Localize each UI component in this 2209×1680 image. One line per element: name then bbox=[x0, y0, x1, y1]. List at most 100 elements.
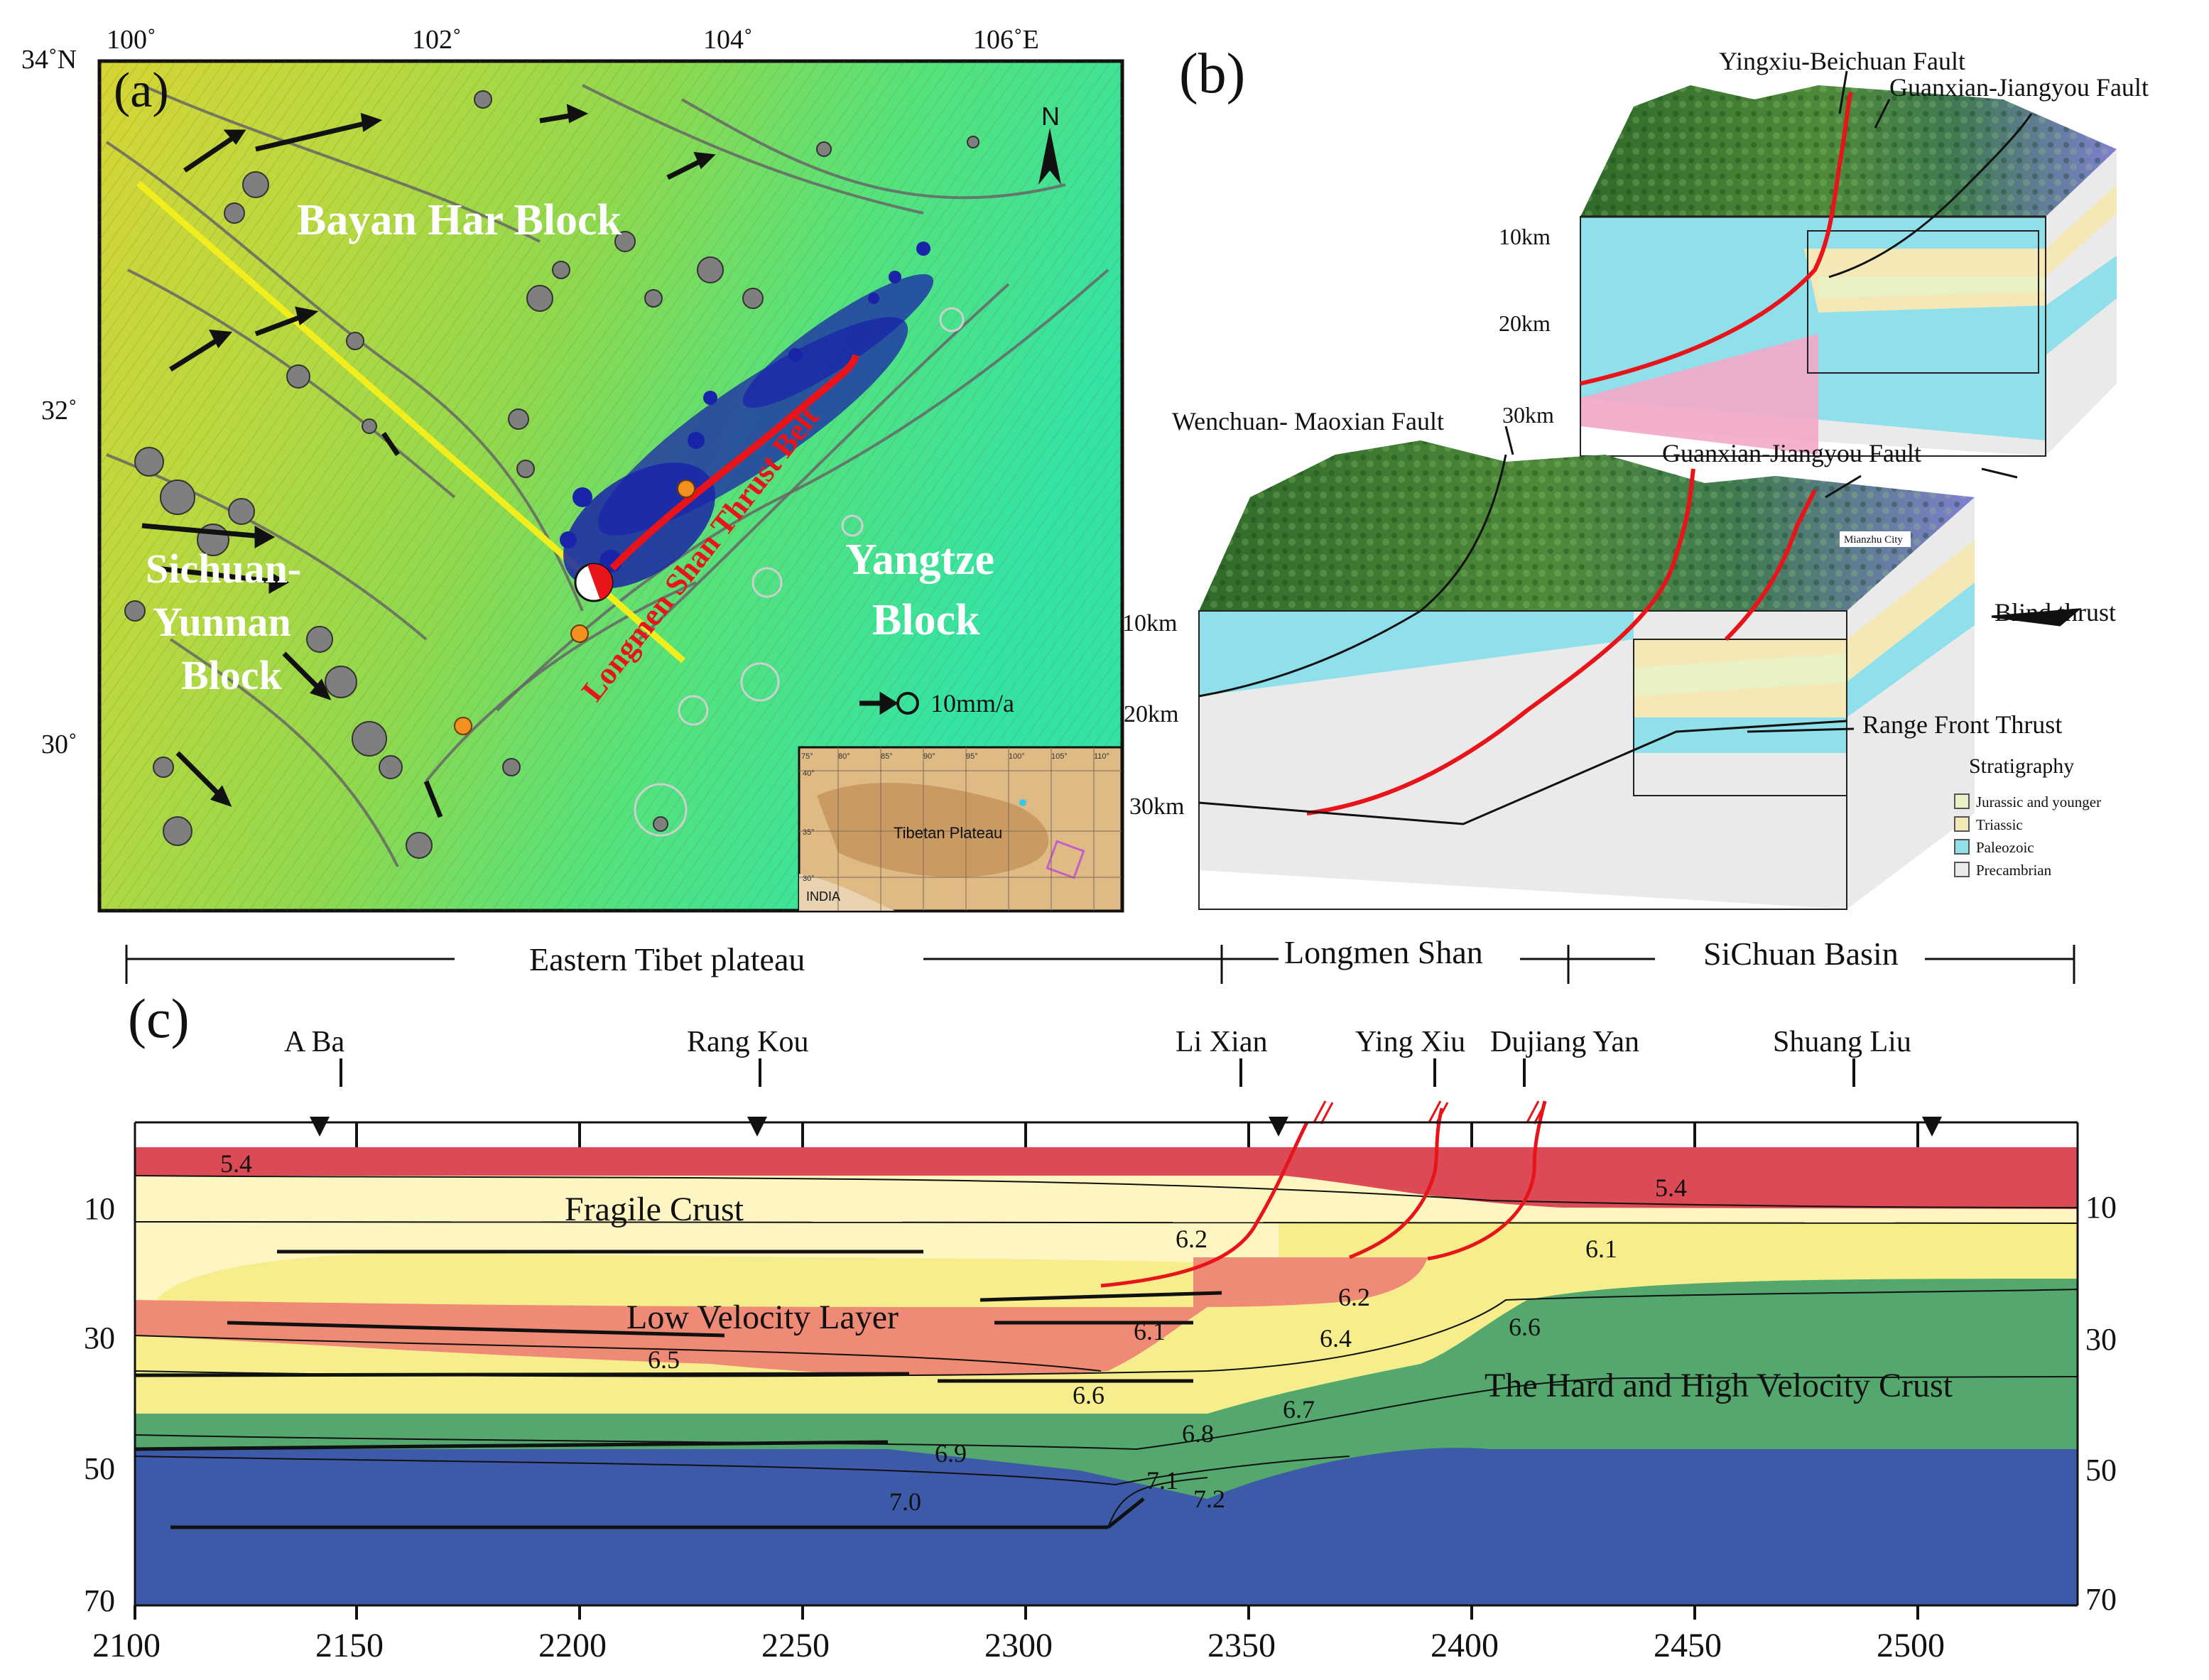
inset-lon-tick: 80° bbox=[838, 752, 850, 761]
block-label-block-sy: Block bbox=[181, 652, 283, 698]
depth-tick-right: 50 bbox=[2085, 1453, 2117, 1487]
legend-precambrian: Precambrian bbox=[1976, 862, 2052, 879]
panel-b bbox=[1198, 70, 2117, 910]
fault-guanxian-jiangyou-upper: Guanxian-Jiangyou Fault bbox=[1889, 73, 2149, 102]
station-ying-xiu: Ying Xiu bbox=[1355, 1026, 1465, 1058]
velocity-label: 6.5 bbox=[648, 1345, 680, 1374]
depth-upper-30: 30km bbox=[1502, 402, 1554, 428]
inset-lat-tick: 30° bbox=[803, 874, 815, 883]
scale-label: 10mm/a bbox=[930, 689, 1014, 717]
fault-yingxiu-beichuan: Yingxiu-Beichuan Fault bbox=[1719, 47, 1965, 75]
block-label-yangtze: Yangtze bbox=[845, 536, 994, 584]
depth-lower-20: 20km bbox=[1124, 701, 1178, 727]
layer-fragile-crust: Fragile Crust bbox=[565, 1191, 744, 1228]
depth-tick-left: 10 bbox=[84, 1191, 115, 1226]
x-tick: 2300 bbox=[984, 1627, 1053, 1664]
inset-country: INDIA bbox=[806, 889, 840, 904]
gps-velocity-arrows bbox=[141, 104, 899, 818]
scale-arrow-icon bbox=[896, 692, 919, 715]
fault-wenchuan-maoxian: Wenchuan- Maoxian Fault bbox=[1172, 407, 1444, 435]
station-li-xian: Li Xian bbox=[1176, 1026, 1267, 1058]
lon-tick-104: 104˚ bbox=[703, 25, 753, 55]
inset-lon-tick: 85° bbox=[881, 752, 893, 761]
mainshock-beachball bbox=[574, 563, 614, 602]
lat-tick-30: 30˚ bbox=[41, 730, 77, 759]
gps-open-circles bbox=[634, 307, 965, 837]
fault-blind-thrust: Blind thrust bbox=[1994, 598, 2116, 627]
inset-lon-tick: 110° bbox=[1094, 752, 1109, 761]
panel-c-label: (c) bbox=[128, 987, 190, 1049]
depth-tick-left: 30 bbox=[84, 1321, 115, 1355]
depth-lower-10: 10km bbox=[1122, 610, 1177, 636]
velocity-label: 7.1 bbox=[1146, 1466, 1178, 1495]
velocity-label: 6.1 bbox=[1585, 1235, 1617, 1263]
fault-range-front: Range Front Thrust bbox=[1862, 710, 2062, 739]
x-tick: 2500 bbox=[1877, 1627, 1945, 1664]
depth-lower-30: 30km bbox=[1129, 793, 1184, 820]
region-eastern-tibet: Eastern Tibet plateau bbox=[529, 941, 805, 977]
depth-upper-10: 10km bbox=[1499, 224, 1551, 249]
stratigraphy-legend bbox=[1954, 793, 1970, 877]
north-arrow-icon bbox=[1038, 128, 1061, 185]
legend-paleozoic: Paleozoic bbox=[1976, 839, 2034, 856]
station-markers bbox=[310, 1117, 1942, 1137]
velocity-label: 6.1 bbox=[1134, 1317, 1166, 1345]
velocity-label: 6.2 bbox=[1338, 1283, 1370, 1311]
x-tick: 2400 bbox=[1431, 1627, 1499, 1664]
x-tick: 2350 bbox=[1207, 1627, 1276, 1664]
seismicity-dots bbox=[124, 90, 979, 859]
inset-lon-tick: 95° bbox=[966, 752, 978, 761]
inset-lat-tick: 40° bbox=[803, 769, 815, 778]
lower-block bbox=[1198, 440, 1975, 910]
velocity-label: 7.0 bbox=[889, 1487, 921, 1516]
lon-tick-106: 106˚E bbox=[973, 25, 1039, 55]
x-tick: 2250 bbox=[761, 1627, 830, 1664]
x-tick: 2100 bbox=[92, 1627, 161, 1664]
region-sichuan-basin: SiChuan Basin bbox=[1703, 936, 1899, 972]
fault-guanxian-jiangyou-lower: Guanxian-Jiangyou Fault bbox=[1662, 439, 1921, 467]
panel-a bbox=[97, 59, 1124, 913]
fault-callouts bbox=[1504, 70, 2082, 733]
lat-tick-32: 32˚ bbox=[41, 396, 77, 426]
velocity-label: 6.6 bbox=[1509, 1313, 1541, 1341]
aftershock-cluster bbox=[560, 242, 934, 589]
station-dujiang-yan: Dujiang Yan bbox=[1490, 1026, 1639, 1058]
north-arrow-label: N bbox=[1041, 102, 1060, 131]
inset-title: Tibetan Plateau bbox=[894, 824, 1002, 842]
longmen-shan-fault bbox=[609, 354, 859, 571]
depth-tick-left: 50 bbox=[84, 1451, 115, 1486]
lat-tick-34: 34˚N bbox=[21, 45, 77, 75]
velocity-label: 7.2 bbox=[1193, 1485, 1225, 1513]
block-label-sichuan: Sichuan- bbox=[146, 546, 301, 592]
depth-tick-right: 30 bbox=[2085, 1322, 2117, 1357]
inset-lon-tick: 90° bbox=[923, 752, 935, 761]
panel-b-label: (b) bbox=[1179, 43, 1245, 105]
lon-tick-102: 102˚ bbox=[412, 25, 462, 55]
layer-low-velocity: Low Velocity Layer bbox=[626, 1299, 899, 1336]
legend-triassic: Triassic bbox=[1976, 816, 2023, 833]
x-tick: 2150 bbox=[315, 1627, 384, 1664]
velocity-label: 5.4 bbox=[1655, 1174, 1687, 1202]
inset-lat-tick: 35° bbox=[803, 828, 815, 837]
velocity-label: 6.9 bbox=[935, 1439, 967, 1468]
velocity-label: 6.4 bbox=[1320, 1324, 1352, 1353]
x-tick: 2450 bbox=[1654, 1627, 1722, 1664]
velocity-label: 6.8 bbox=[1182, 1419, 1214, 1448]
velocity-label: 5.4 bbox=[220, 1149, 252, 1178]
lon-tick-100: 100˚ bbox=[107, 25, 156, 55]
station-a-ba: A Ba bbox=[284, 1026, 345, 1058]
block-label-block-y: Block bbox=[872, 596, 980, 644]
layer-high-velocity: The Hard and High Velocity Crust bbox=[1485, 1367, 1953, 1404]
historic-events bbox=[454, 479, 695, 735]
upper-block bbox=[1580, 85, 2117, 457]
legend-jurassic: Jurassic and younger bbox=[1976, 793, 2101, 811]
velocity-section bbox=[134, 1058, 2079, 1620]
x-tick: 2200 bbox=[538, 1627, 607, 1664]
inset-lon-tick: 105° bbox=[1051, 752, 1068, 761]
block-label-bayan-har: Bayan Har Block bbox=[297, 196, 622, 244]
panel-c bbox=[125, 945, 2079, 1620]
inset-map bbox=[798, 746, 1123, 912]
velocity-label: 6.6 bbox=[1073, 1381, 1104, 1409]
depth-tick-right: 70 bbox=[2085, 1582, 2117, 1617]
